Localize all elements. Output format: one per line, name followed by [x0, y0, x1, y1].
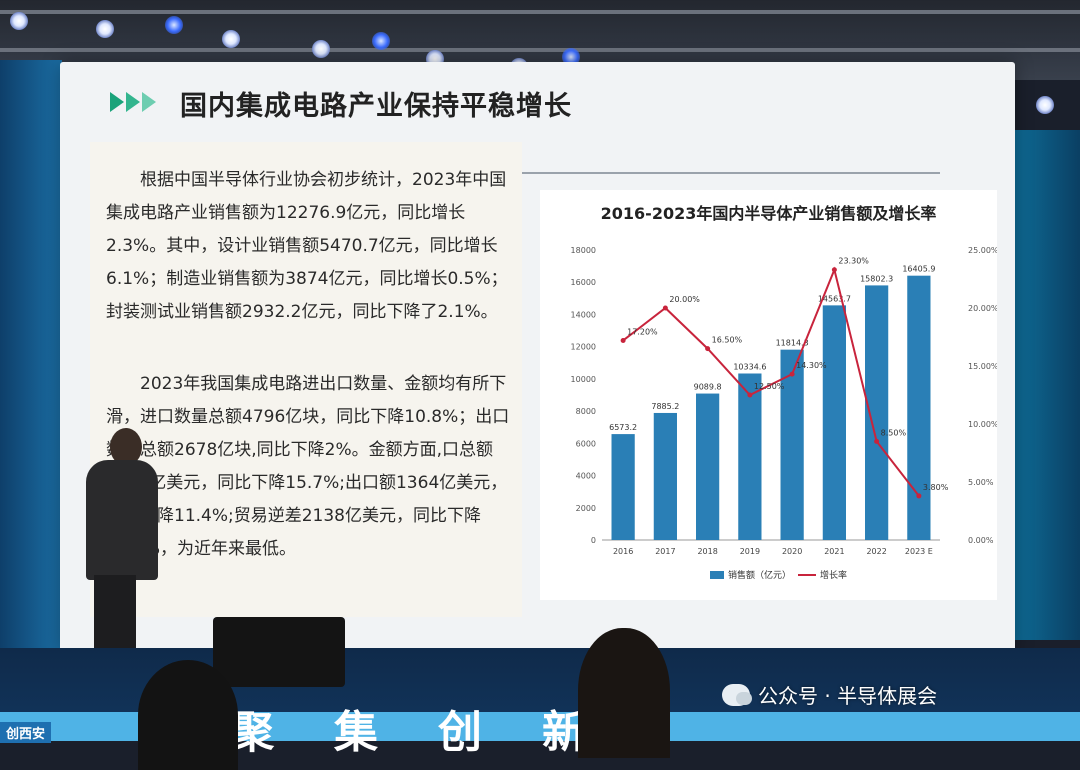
x-tick-label: 2023 E — [905, 547, 933, 556]
y-left-tick-label: 4000 — [576, 472, 596, 481]
growth-data-label: 16.50% — [712, 336, 743, 345]
watermark-text: 公众号 · 半导体展会 — [758, 684, 938, 708]
truss-beam — [0, 48, 1080, 52]
watermark: 公众号 · 半导体展会 — [722, 680, 937, 709]
truss-beam — [0, 10, 1080, 14]
x-tick-label: 2016 — [613, 547, 633, 556]
audience-head — [138, 660, 238, 770]
growth-point — [874, 438, 880, 444]
growth-data-label: 14.30% — [796, 361, 827, 370]
y-left-tick-label: 0 — [591, 536, 596, 545]
bar-data-label: 6573.2 — [609, 423, 637, 432]
bar-sales — [696, 393, 720, 540]
y-left-tick-label: 6000 — [576, 439, 596, 448]
stage-light — [10, 12, 28, 30]
y-left-tick-label: 18000 — [571, 246, 596, 255]
presentation-slide: 国内集成电路产业保持平稳增长 根据中国半导体行业协会初步统计，2023年中国集成… — [60, 62, 1015, 654]
text-panel — [90, 142, 522, 617]
growth-data-label: 3.80% — [923, 483, 949, 492]
growth-point — [789, 371, 795, 377]
y-right-tick-label: 20.00% — [968, 304, 997, 313]
chart-card: 2016-2023年国内半导体产业销售额及增长率 0 2000 4000 6000 80… — [540, 190, 999, 600]
x-tick-label: 2018 — [697, 547, 717, 556]
growth-data-label: 8.50% — [881, 428, 907, 437]
bar-data-label: 11814.3 — [776, 339, 809, 348]
y-left-tick-label: 10000 — [571, 375, 596, 384]
stage-light — [562, 48, 580, 66]
y-right-tick-label: 25.00% — [968, 246, 997, 255]
bar-data-label: 9089.8 — [694, 383, 722, 392]
speaker — [86, 460, 158, 580]
y-left-tick-label: 12000 — [571, 343, 596, 352]
growth-point — [831, 267, 837, 273]
x-tick-label: 2017 — [655, 547, 675, 556]
chevron-arrows-icon — [110, 92, 156, 112]
y-right-tick-label: 15.00% — [968, 362, 997, 371]
legend-swatch-sales — [710, 571, 724, 579]
banner-left-text: 创西安 — [0, 722, 52, 743]
growth-point — [705, 346, 711, 352]
side-led-panel-left — [0, 60, 62, 660]
chart-title: 2016-2023年国内半导体产业销售额及增长率 — [600, 204, 937, 223]
stage-light — [1036, 96, 1054, 114]
x-tick-label: 2022 — [866, 547, 886, 556]
x-tick-label: 2021 — [824, 547, 844, 556]
y-right-tick-label: 0.00% — [968, 536, 994, 545]
growth-data-label: 23.30% — [838, 257, 869, 266]
x-tick-label: 2019 — [740, 547, 760, 556]
y-left-tick-label: 8000 — [576, 407, 596, 416]
stage-monitor — [213, 617, 345, 687]
y-left-tick-label: 14000 — [571, 310, 596, 319]
slide-paragraph-2: 2023年我国集成电路进出口数量、金额均有所下滑，进口数量总额4796亿块，同比… — [106, 374, 510, 559]
bar-sales — [738, 373, 762, 540]
growth-data-label: 17.20% — [627, 327, 658, 336]
stage-light — [165, 16, 183, 34]
sales-growth-chart: 0 2000 4000 6000 8000 10000 12000 14000 16000 180… — [571, 246, 999, 581]
growth-data-label: 20.00% — [669, 295, 700, 304]
y-right-tick-label: 10.00% — [968, 420, 997, 429]
bar-sales — [822, 305, 846, 540]
x-tick-label: 2020 — [782, 547, 802, 556]
stage-light — [372, 32, 390, 50]
bar-sales — [653, 412, 677, 540]
bar-sales — [907, 275, 931, 540]
bar-data-label: 15802.3 — [860, 274, 893, 283]
bar-data-label: 7885.2 — [651, 402, 679, 411]
bar-sales — [780, 349, 804, 540]
speaker-head — [110, 428, 142, 466]
wechat-icon — [722, 683, 752, 706]
bar-data-label: 16405.9 — [902, 265, 935, 274]
side-led-panel-right — [1010, 130, 1080, 640]
growth-point — [620, 337, 626, 343]
legend-label-growth: 增长率 — [820, 569, 847, 581]
y-left-tick-label: 16000 — [571, 278, 596, 287]
audience-head — [578, 628, 670, 758]
bar-sales — [865, 285, 889, 540]
growth-point — [747, 392, 753, 398]
legend-label-sales: 销售额（亿元） — [728, 569, 791, 581]
line-growth-rate — [622, 266, 920, 497]
bar-data-label: 14563.7 — [818, 294, 851, 303]
title-divider — [170, 172, 940, 174]
bar-data-label: 10334.6 — [733, 362, 766, 371]
slide-paragraph-1: 根据中国半导体行业协会初步统计，2023年中国集成电路产业销售额为12276.9… — [106, 170, 508, 322]
growth-point — [662, 305, 668, 311]
growth-point — [916, 493, 922, 499]
y-right-tick-label: 5.00% — [968, 478, 994, 487]
growth-data-label: 12.50% — [754, 382, 785, 391]
y-left-tick-label: 2000 — [576, 504, 596, 513]
stage-light — [222, 30, 240, 48]
slide-title: 国内集成电路产业保持平稳增长 — [180, 91, 572, 122]
stage-light — [96, 20, 114, 38]
bar-sales — [611, 434, 635, 540]
stage-light — [312, 40, 330, 58]
